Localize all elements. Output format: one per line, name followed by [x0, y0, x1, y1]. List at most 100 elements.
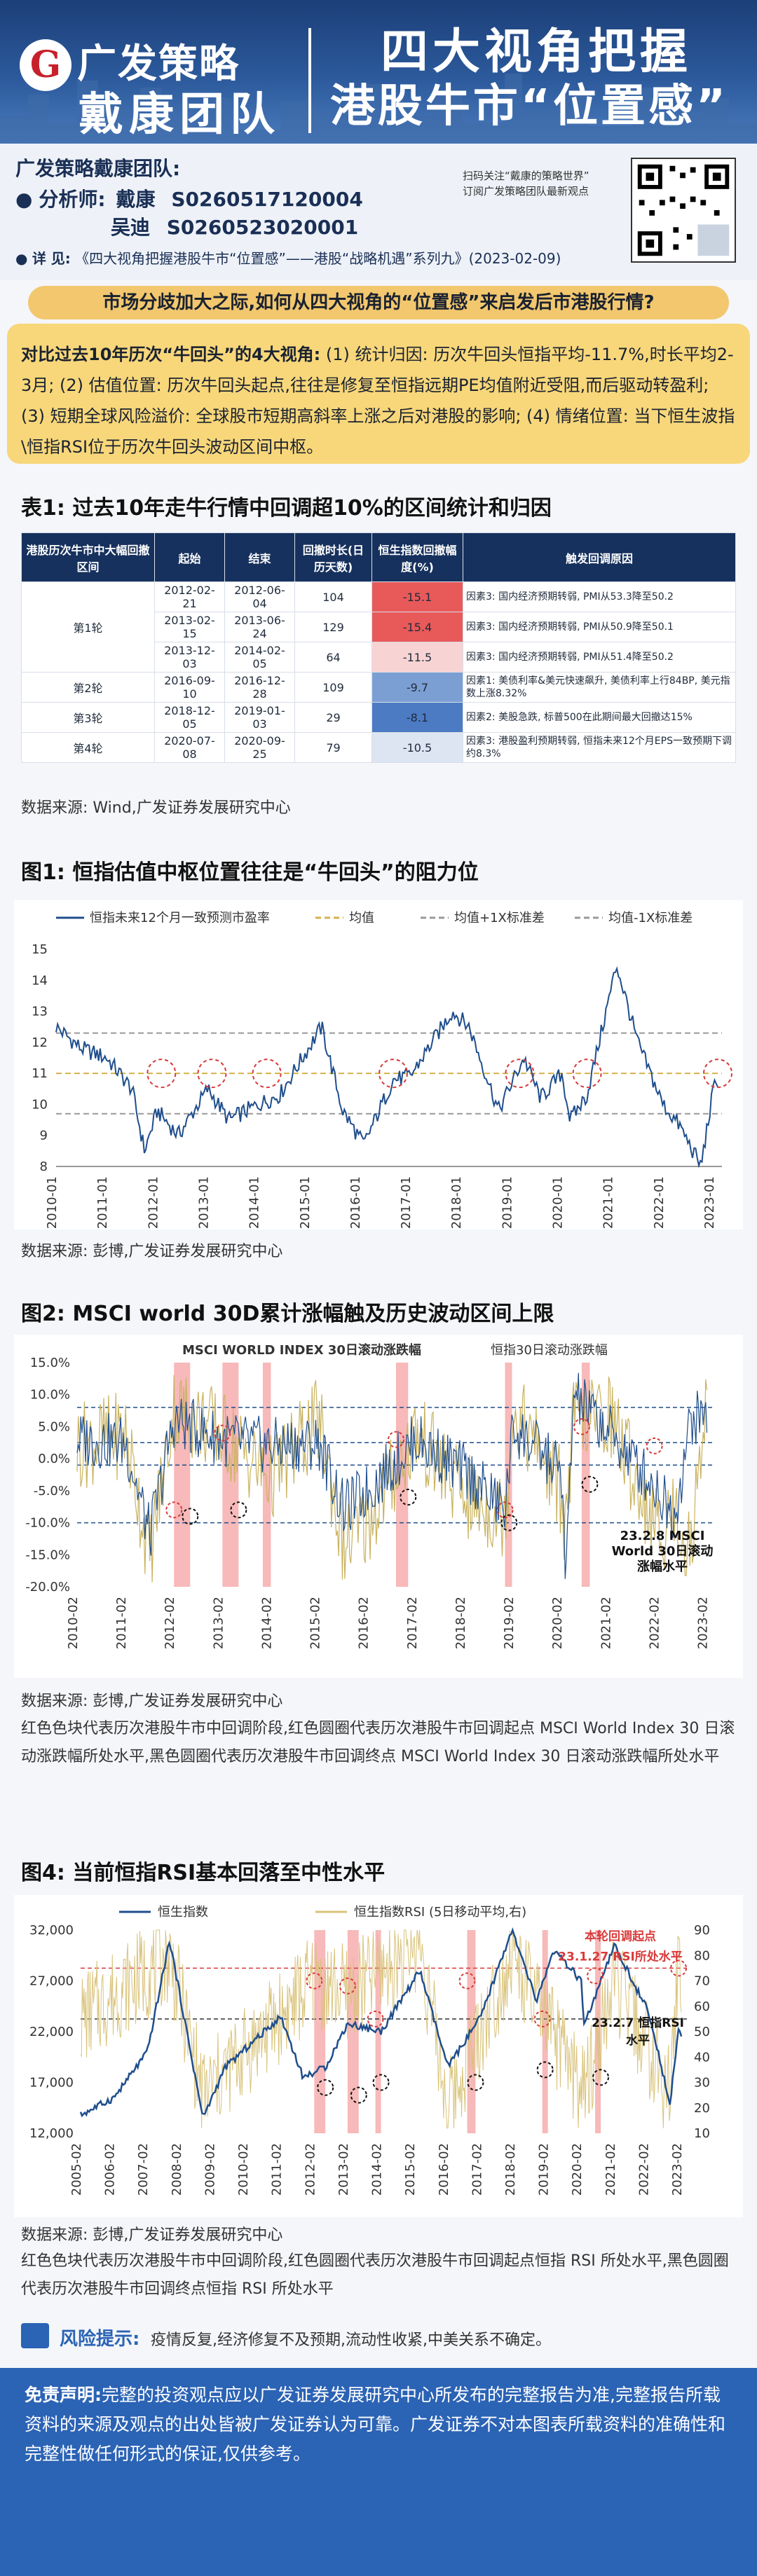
x-tick-label: 2013-01 [196, 1176, 211, 1229]
qr-caption: 扫码关注“戴康的策略世界” 订阅广发策略团队最新观点 [463, 168, 617, 199]
table-header-cell: 结束 [224, 532, 295, 582]
y-tick-label: 15.0% [30, 1356, 70, 1370]
x-tick-label: 2022-01 [652, 1176, 667, 1229]
end-cell: 2012-06-04 [224, 581, 295, 612]
x-tick-label: 2017-02 [470, 2143, 484, 2196]
disclaimer-box: 免责声明:完整的投资观点应以广发证券发展研究中心所发布的完整报告为准,完整报告所… [0, 2368, 757, 2576]
start-circle [670, 1959, 688, 1977]
legend-label: 恒指30日滚动涨跌幅 [491, 1343, 608, 1358]
round-cell: 第1轮 [21, 581, 155, 673]
pullback-block [375, 1930, 381, 2133]
annotation: 本轮回调起点 [585, 1929, 656, 1944]
pct-cell: -9.7 [371, 672, 463, 703]
end-cell: 2019-01-03 [224, 702, 295, 733]
x-tick-label: 2021-02 [599, 1597, 613, 1649]
start-circle [306, 1972, 323, 1990]
megaphone-icon [21, 2323, 49, 2348]
annotation: 涨幅水平 [637, 1559, 688, 1574]
y-tick-label: 9 [40, 1129, 48, 1143]
table-title: 表1: 过去10年走牛行情中回调超10%的区间统计和归因 [21, 496, 552, 521]
y-tick-label: 8 [40, 1159, 48, 1174]
table-header-cell: 触发回调原因 [463, 532, 736, 582]
brand-logo-icon: G [20, 39, 71, 91]
summary-box: 对比过去10年历次“牛回头”的4大视角: (1) 统计归因: 历次牛回头恒指平均… [7, 324, 750, 464]
y-tick-label: 10.0% [30, 1388, 70, 1403]
fig1-chart: 恒指未来12个月一致预测市盈率 均值 均值+1X标准差 均值-1X标准差 8 9 10 11 1… [14, 900, 743, 1230]
x-tick-label: 2015-02 [403, 2143, 418, 2196]
pct-cell: -15.1 [371, 581, 463, 612]
legend-label: 均值+1X标准差 [454, 911, 545, 925]
end-circle [317, 2079, 334, 2096]
y-right-tick-label: 40 [694, 2050, 710, 2065]
start-circle [573, 1418, 590, 1435]
fig1-title: 图1: 恒指估值中枢位置往往是“牛回头”的阻力位 [21, 860, 479, 885]
y-tick-label: 11 [32, 1066, 48, 1081]
x-tick-label: 2012-02 [303, 2143, 318, 2196]
y-right-tick-label: 50 [694, 2025, 710, 2039]
end-circle [350, 2086, 367, 2104]
start-circle [533, 2010, 551, 2027]
analyst-row-2: 吴迪 S0260523020001 [111, 212, 358, 240]
end-cell: 2014-02-05 [224, 642, 295, 673]
table-header-cell: 港股历次牛市中大幅回撤区间 [21, 532, 155, 582]
pe-line-chart: 恒指未来12个月一致预测市盈率 均值 均值+1X标准差 均值-1X标准差 8 9 10 11 1… [32, 911, 732, 1229]
y-tick-label: -10.0% [25, 1516, 70, 1531]
table-row: 第2轮 2016-09-10 2016-12-28 109 -9.7 因素1: 美债利率&… [21, 672, 736, 703]
bullet-icon: ● [15, 188, 33, 211]
y-tick-label: 15 [32, 942, 48, 957]
legend-label: MSCI WORLD INDEX 30日滚动涨跌幅 [182, 1342, 421, 1358]
summary-body: (1) 统计归因: 历次牛回头恒指平均-11.7%,时长平均2-3月; (2) … [21, 345, 735, 457]
x-tick-label: 2008-02 [170, 2143, 184, 2196]
x-tick-label: 2012-02 [163, 1597, 177, 1649]
y-tick-label: 13 [32, 1005, 48, 1019]
x-tick-label: 2010-02 [66, 1597, 81, 1649]
y-right-tick-label: 10 [694, 2126, 710, 2141]
pullback-block [174, 1363, 191, 1587]
round-cell: 第3轮 [21, 702, 155, 733]
bullet-icon: ● [15, 250, 28, 267]
page-title-line1: 四大视角把握 [380, 25, 692, 80]
x-tick-label: 2015-01 [298, 1176, 313, 1229]
reason-cell: 因素3: 国内经济预期转弱, PMI从51.4降至50.2 [463, 642, 736, 673]
annotation: 23.1.27 RSI所处水平 [558, 1950, 683, 1964]
y-tick-label: -20.0% [25, 1580, 70, 1594]
table-row: 第1轮 2012-02-21 2012-06-04 104 -15.1 因素3: 国内经济… [21, 581, 736, 673]
start-cell: 2012-02-21 [154, 581, 225, 612]
x-tick-label: 2017-01 [399, 1176, 414, 1229]
x-tick-label: 2018-01 [449, 1176, 464, 1229]
x-tick-label: 2014-01 [247, 1176, 262, 1229]
reason-cell: 因素3: 国内经济预期转弱, PMI从50.9降至50.1 [463, 612, 736, 642]
header-divider [308, 28, 311, 133]
msci-rolling-chart: -20.0% -15.0% -10.0% -5.0% 0.0% 5.0% 10.0% 15.0… [14, 1335, 743, 1678]
risk-warning-bar: 风险提示: 疫情反复,经济修复不及预期,流动性收紧,中美关系不确定。 [0, 2312, 757, 2361]
end-cell: 2020-09-25 [224, 732, 295, 763]
x-tick-label: 2013-02 [211, 1597, 226, 1649]
y-tick-label: -5.0% [34, 1484, 70, 1499]
pct-cell: -8.1 [371, 702, 463, 733]
x-tick-label: 2019-02 [502, 1597, 517, 1649]
end-circle [400, 1489, 417, 1506]
start-cell: 2018-12-05 [154, 702, 225, 733]
fig1-source: 数据来源: 彭博,广发证券发展研究中心 [21, 1243, 283, 1260]
x-tick-label: 2020-02 [550, 1597, 565, 1649]
pullback-block [542, 1930, 548, 2133]
risk-text: 疫情反复,经济修复不及预期,流动性收紧,中美关系不确定。 [151, 2332, 551, 2349]
city-skyline-graphic [0, 74, 757, 144]
y-left-tick-label: 27,000 [29, 1974, 74, 1989]
fig3-note: 红色色块代表历次港股牛市中回调阶段,红色圆圈代表历次港股牛市回调起点恒指 RSI… [21, 2252, 729, 2298]
x-tick-label: 2016-02 [357, 1597, 371, 1649]
reason-cell: 因素3: 国内经济预期转弱, PMI从53.3降至50.2 [463, 581, 736, 612]
x-tick-label: 2020-01 [551, 1176, 566, 1229]
analyst-name: 吴迪 [111, 216, 151, 239]
table-source: 数据来源: Wind,广发证券发展研究中心 [21, 799, 291, 817]
rsi-series-line [80, 1929, 682, 2129]
fig2-note: 红色色块代表历次港股牛市中回调阶段,红色圆圈代表历次港股牛市回调起点 MSCI … [21, 1720, 735, 1765]
analyst-label: 分析师: [39, 188, 106, 211]
annotation: 23.2.7 恒指RSI [592, 2016, 684, 2030]
qr-code-icon[interactable] [631, 158, 736, 263]
pullback-block [505, 1363, 512, 1587]
fig3-chart: 12,000 17,000 22,000 27,000 32,000 10 20 30 40 50… [14, 1895, 743, 2217]
x-tick-label: 2014-02 [370, 2143, 385, 2196]
pct-cell: -15.4 [371, 612, 463, 642]
reason-cell: 因素3: 港股盈利预期转弱, 恒指未来12个月EPS一致预期下调约8.3% [463, 732, 736, 763]
